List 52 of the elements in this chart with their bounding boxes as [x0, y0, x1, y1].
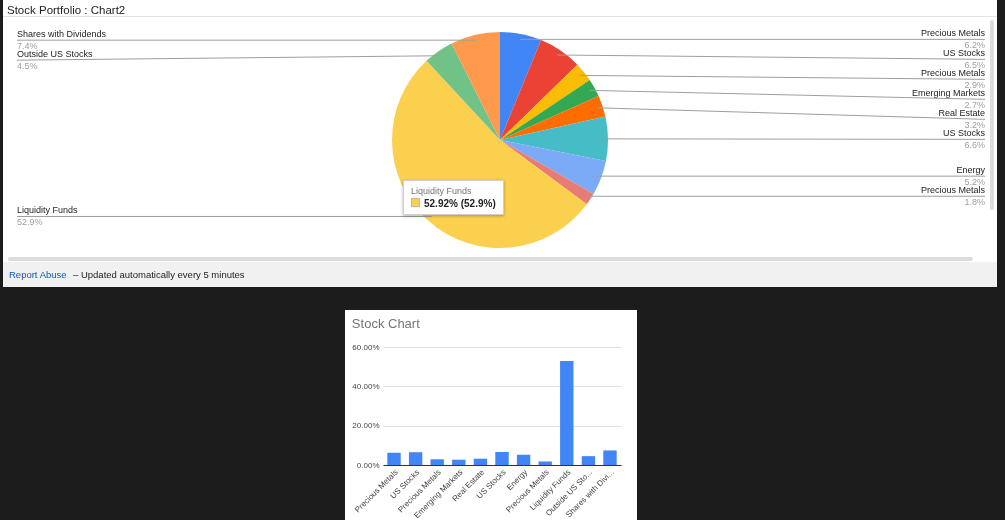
slice-label: Outside US Stocks — [17, 49, 94, 60]
bar — [603, 450, 617, 465]
data-label: 6.6% — [964, 140, 985, 151]
pie-slice — [500, 95, 606, 140]
data-label: 2.9% — [964, 80, 985, 91]
bar — [387, 452, 401, 465]
y-tick-label: 40.00% — [352, 381, 380, 391]
bar — [430, 459, 444, 465]
data-label: 6.2% — [964, 40, 985, 51]
bar — [408, 452, 423, 465]
data-label: 3.2% — [964, 120, 985, 131]
slice-label: Precious Metals — [920, 185, 986, 196]
data-label: 5.2% — [964, 177, 985, 188]
slice-label: US Stocks — [942, 48, 986, 59]
y-tick-label: 0.00% — [356, 460, 380, 470]
slice-label: Energy — [956, 165, 986, 176]
pie-slice — [500, 40, 578, 140]
slice-label: US Stocks — [942, 128, 986, 139]
slice-label: Precious Metals — [920, 28, 986, 39]
data-label: 2.7% — [964, 100, 985, 111]
y-tick-label: 20.00% — [352, 421, 380, 431]
bar — [560, 360, 574, 465]
slice-label: Liquidity Funds — [17, 205, 79, 216]
data-label: 52.9% — [17, 217, 43, 228]
pie-slice — [500, 140, 594, 205]
bar — [538, 461, 552, 465]
data-label: 6.5% — [964, 60, 985, 71]
text: Report Abuse — [9, 268, 67, 282]
y-tick-label: 60.00% — [352, 342, 380, 352]
slice-label: Precious Metals — [920, 68, 986, 79]
slice-label: Emerging Markets — [911, 88, 986, 99]
pie-slice — [500, 32, 542, 140]
slice-label: Real Estate — [938, 108, 985, 119]
chart-title: Stock Portfolio : Chart2 — [7, 3, 126, 16]
bar — [473, 458, 488, 465]
bar — [495, 452, 509, 465]
text: – Updated automatically every 5 minutes — [73, 268, 245, 282]
data-label: 4.5% — [17, 61, 38, 72]
pie-slice — [451, 32, 500, 140]
chart-title: Stock Chart — [351, 316, 421, 331]
pie-slice — [426, 43, 500, 140]
pie-slice — [500, 140, 606, 194]
data-label: 7.4% — [17, 41, 38, 52]
bar — [452, 459, 466, 465]
pie-slice — [500, 116, 608, 162]
slice-label: Shares with Dividends — [17, 29, 107, 40]
data-label: 1.8% — [964, 197, 985, 208]
tooltip: Liquidity Funds 52.92% (52.9%) — [403, 180, 504, 215]
bar — [581, 456, 596, 465]
pie-slice — [500, 79, 599, 140]
bar — [516, 454, 531, 465]
pie-slice — [500, 64, 590, 140]
